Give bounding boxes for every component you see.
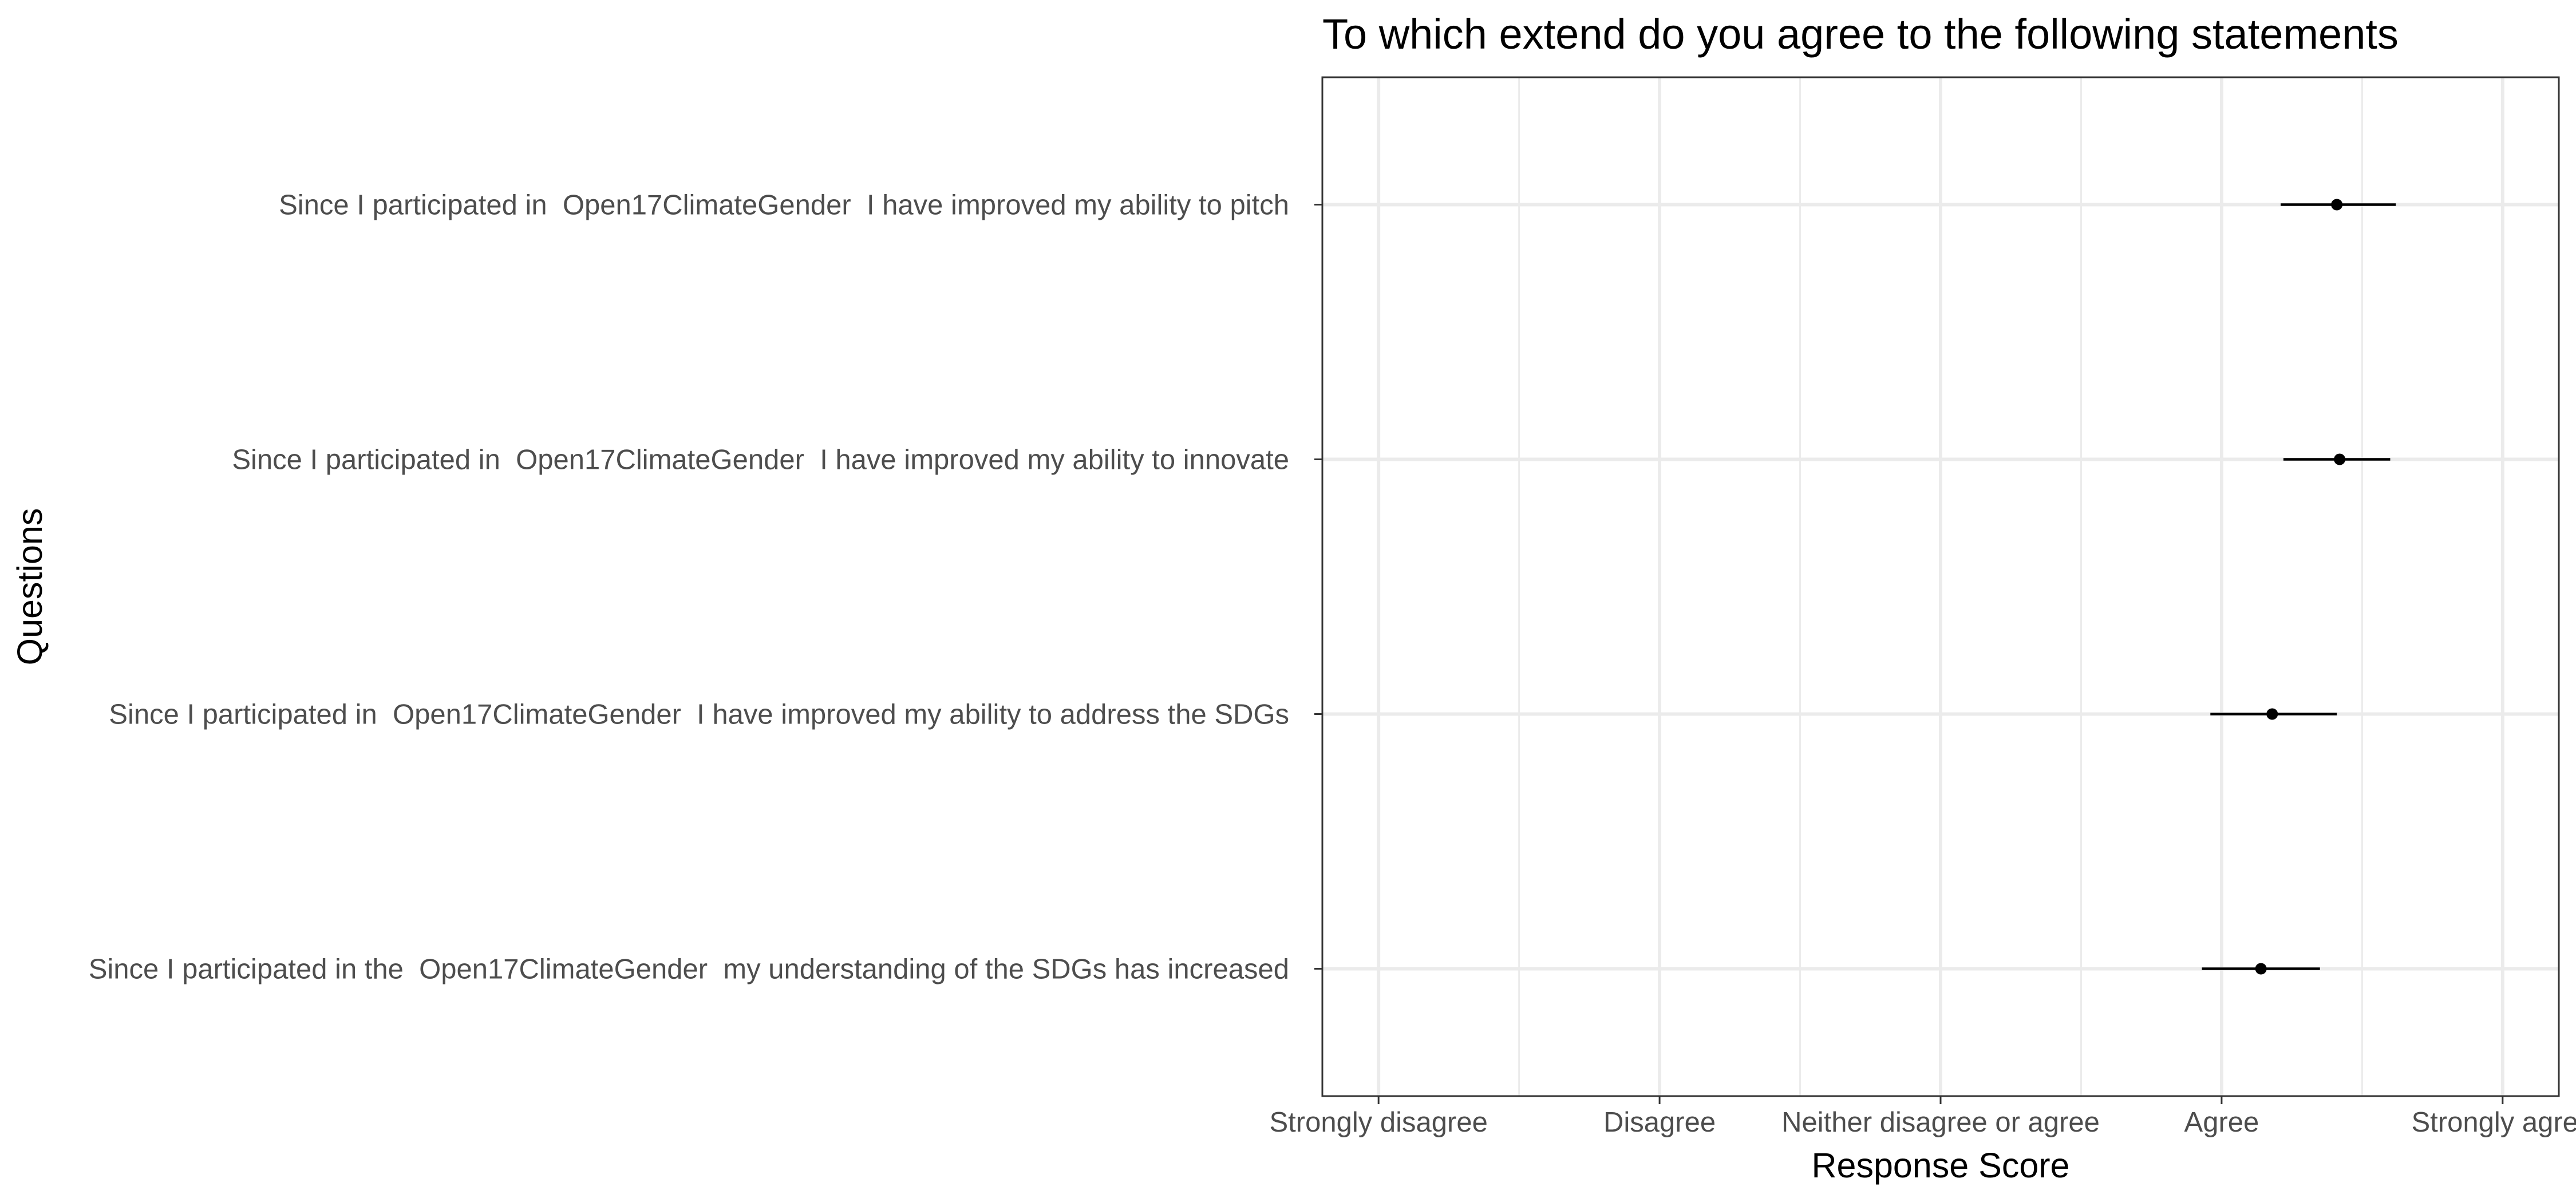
y-tick-label: Since I participated in Open17ClimateGen…	[109, 699, 1289, 730]
mean-point	[2266, 708, 2278, 720]
mean-point	[2255, 963, 2267, 975]
y-axis-title: Questions	[10, 508, 49, 666]
x-axis-title: Response Score	[1812, 1146, 2070, 1185]
error-bars	[2202, 203, 2396, 970]
mean-points	[2255, 199, 2346, 975]
mean-point	[2334, 453, 2346, 465]
x-tick-label: Strongly disagree	[1270, 1107, 1488, 1138]
y-tick-label: Since I participated in Open17ClimateGen…	[279, 190, 1289, 221]
grid-lines	[1322, 77, 2559, 1096]
x-tick-label: Strongly agree	[2411, 1107, 2576, 1138]
x-tick-label: Agree	[2184, 1107, 2259, 1138]
y-tick-label: Since I participated in Open17ClimateGen…	[232, 445, 1289, 476]
x-axis-ticks: Strongly disagree Disagree Neither disagre…	[1270, 1096, 2576, 1138]
chart-title: To which extend do you agree to the foll…	[1322, 10, 2399, 58]
x-tick-label: Neither disagree or agree	[1781, 1107, 2100, 1138]
x-tick-label: Disagree	[1603, 1107, 1716, 1138]
mean-point	[2331, 199, 2343, 211]
y-axis-ticks: Since I participated in Open17ClimateGen…	[89, 190, 1322, 985]
y-tick-label: Since I participated in the Open17Climat…	[89, 954, 1289, 985]
